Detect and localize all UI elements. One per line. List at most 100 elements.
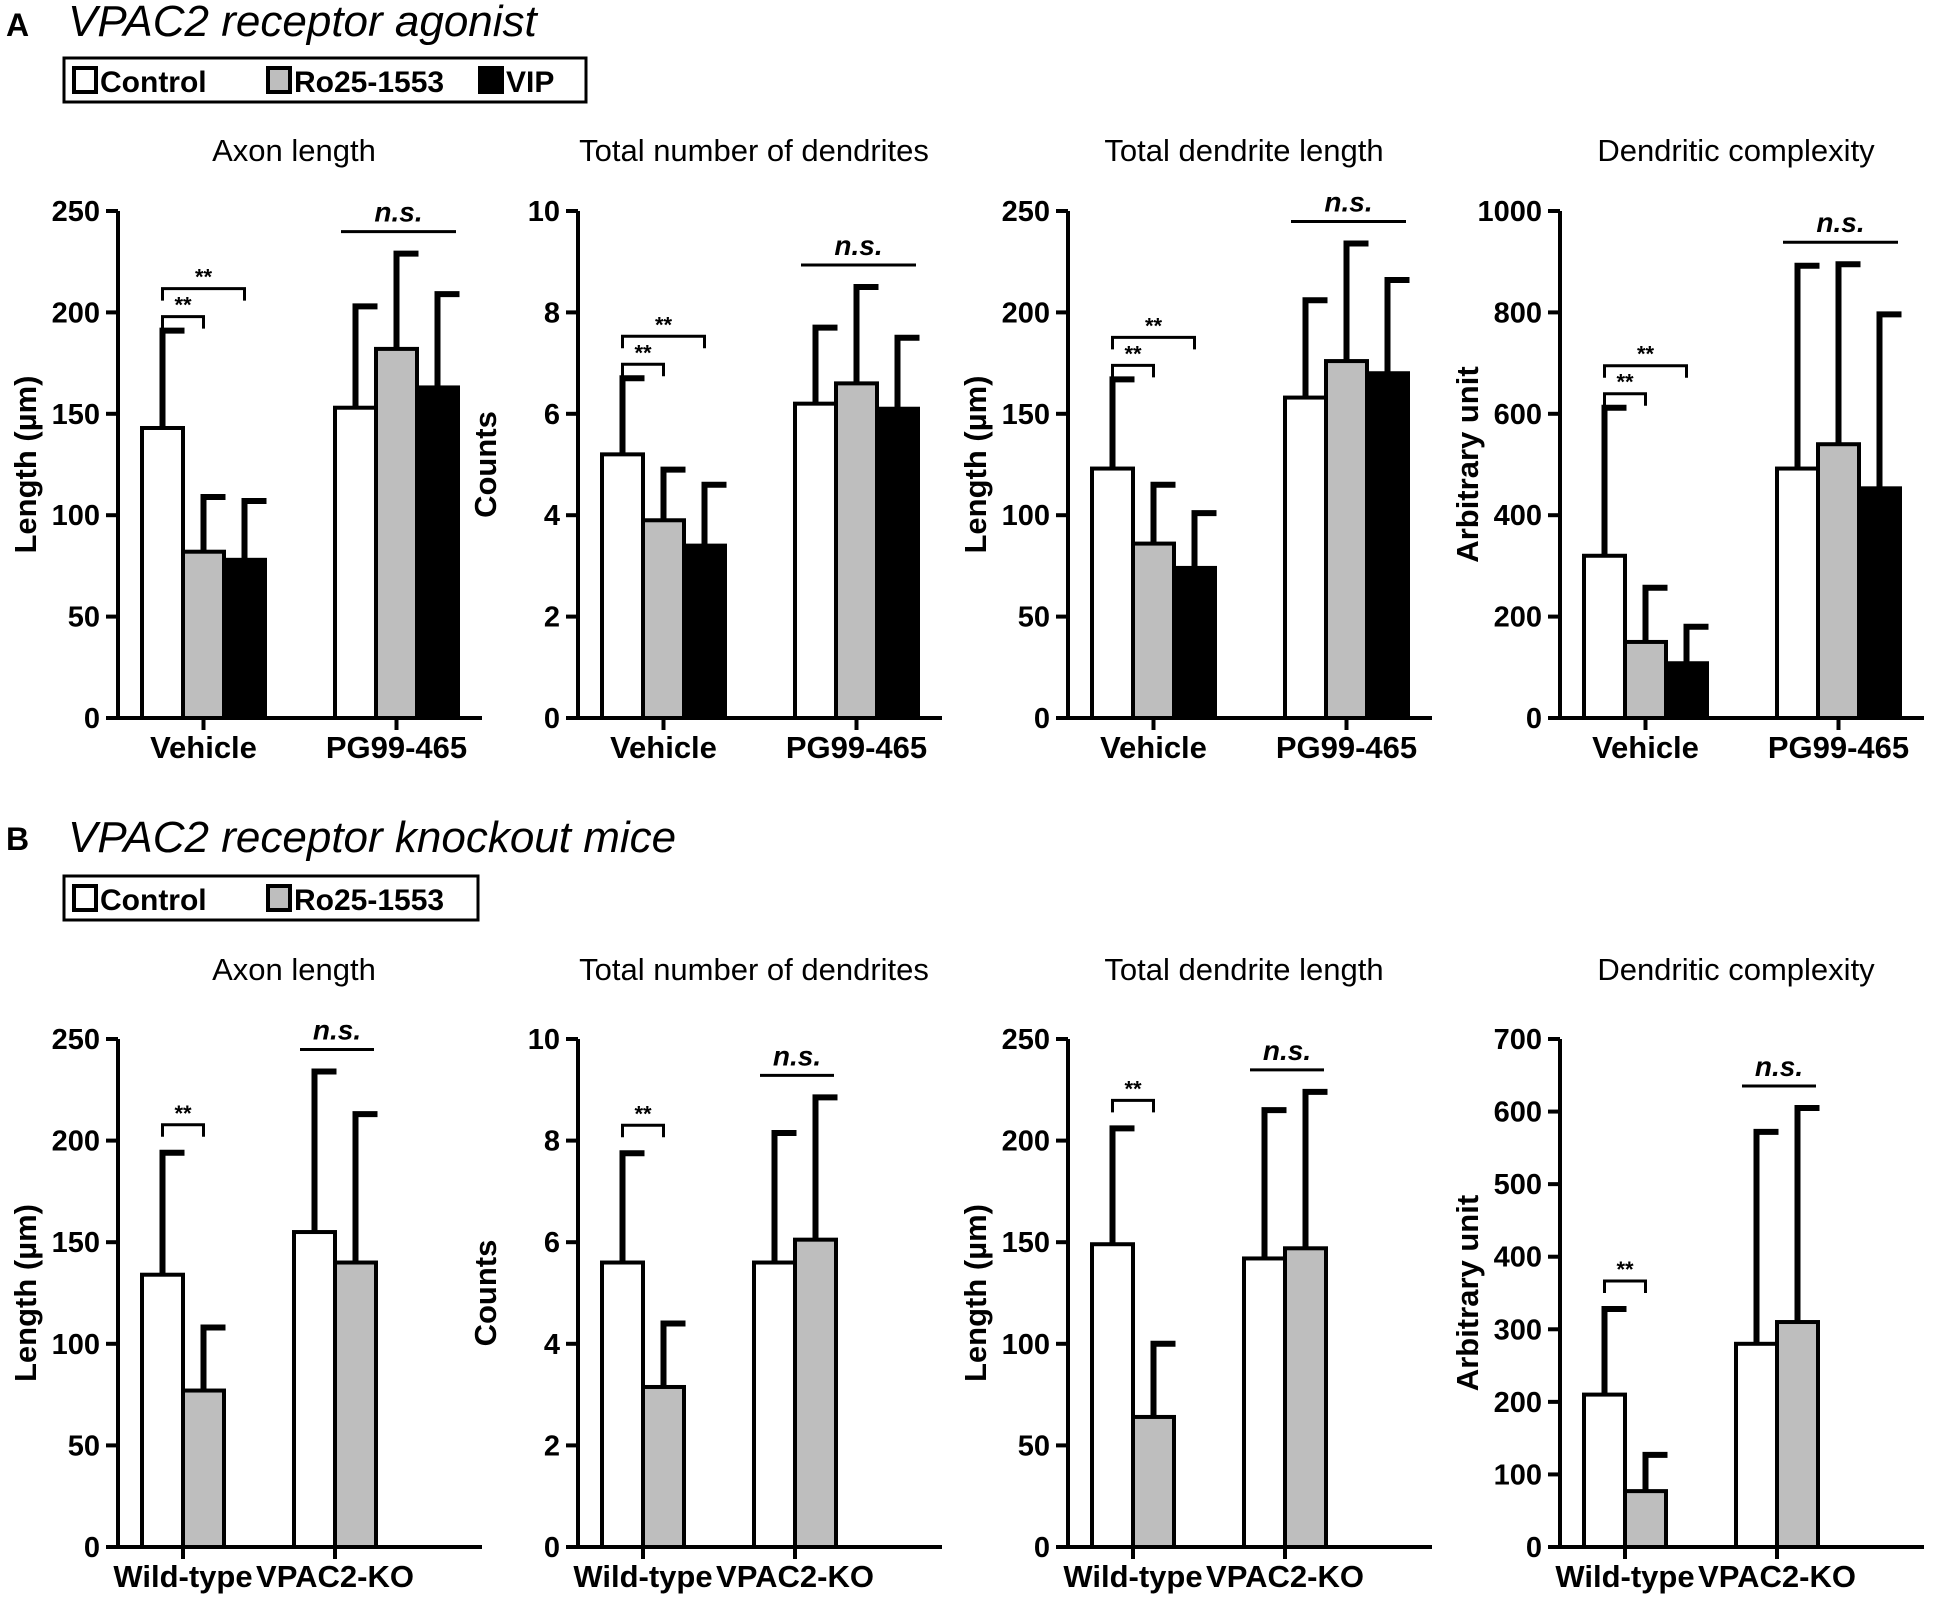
bar xyxy=(1582,553,1627,721)
legend-label-ro25-1553: Ro25-1553 xyxy=(294,884,444,917)
bar xyxy=(1324,359,1369,720)
x-tick-label: Vehicle xyxy=(1100,730,1207,765)
significance-bracket xyxy=(1111,363,1155,378)
bar xyxy=(140,425,185,720)
y-tick-label: 100 xyxy=(52,1329,100,1361)
significance-label: ** xyxy=(1616,370,1634,395)
y-tick-label: 400 xyxy=(1494,500,1542,532)
y-tick-label: 0 xyxy=(84,1532,100,1564)
bar xyxy=(793,401,838,720)
y-tick-label: 100 xyxy=(1494,1459,1542,1491)
legend-label-ro25-1553: Ro25-1553 xyxy=(294,66,444,99)
bar xyxy=(374,346,419,720)
significance-bracket xyxy=(621,1123,665,1138)
ns-label: n.s. xyxy=(1263,1035,1311,1066)
y-axis-label: Length (µm) xyxy=(8,376,43,554)
y-tick-label: 300 xyxy=(1494,1314,1542,1346)
chart-axon-length-a: Axon length Length (µm) 0 50 100 150 200 250 Veh… xyxy=(8,133,482,765)
y-tick-label: 100 xyxy=(52,500,100,532)
bar xyxy=(333,1260,378,1550)
y-tick-label: 400 xyxy=(1494,1242,1542,1274)
y-tick-label: 150 xyxy=(1002,1227,1050,1259)
legend-swatch-vip xyxy=(478,66,504,94)
legend-label-vip: VIP xyxy=(506,66,554,99)
y-tick-label: 50 xyxy=(1018,602,1050,634)
significance-label: ** xyxy=(634,1101,652,1126)
y-tick-label: 4 xyxy=(544,1329,560,1361)
bar xyxy=(600,452,645,720)
chart-dendrite-length-a: Total dendrite length Length (µm) 0 50 100 15… xyxy=(958,133,1432,765)
x-tick-label: Vehicle xyxy=(610,730,717,765)
bar xyxy=(793,1237,838,1550)
significance-label: ** xyxy=(1637,342,1655,367)
x-tick-label: VPAC2-KO xyxy=(1698,1559,1856,1594)
significance-bracket xyxy=(621,362,665,377)
significance-label: ** xyxy=(1124,1076,1142,1101)
panel-b-title: VPAC2 receptor knockout mice xyxy=(68,813,676,862)
ns-label: n.s. xyxy=(1324,186,1372,217)
bar xyxy=(600,1260,645,1550)
bar xyxy=(1582,1392,1627,1549)
bar xyxy=(641,1384,686,1549)
x-tick-label: Vehicle xyxy=(150,730,257,765)
significance-label: ** xyxy=(174,293,192,318)
y-tick-label: 800 xyxy=(1494,297,1542,329)
y-tick-label: 200 xyxy=(1494,1387,1542,1419)
chart-dendritic-complexity-a: Dendritic complexity Arbitrary unit 0 200 40… xyxy=(1450,133,1924,765)
significance-label: ** xyxy=(655,312,673,337)
ns-label: n.s. xyxy=(1755,1051,1803,1082)
panel-a-title: VPAC2 receptor agonist xyxy=(68,0,539,46)
bar xyxy=(222,557,267,720)
significance-label: ** xyxy=(1616,1257,1634,1282)
chart-title: Axon length xyxy=(212,952,376,987)
panel-a-header: A VPAC2 receptor agonist xyxy=(6,0,539,46)
y-tick-label: 600 xyxy=(1494,399,1542,431)
y-tick-label: 200 xyxy=(52,1126,100,1158)
y-axis-label: Counts xyxy=(468,1240,503,1347)
bar xyxy=(1857,486,1902,721)
significance-bracket xyxy=(621,334,706,349)
y-tick-label: 200 xyxy=(1494,602,1542,634)
bar xyxy=(641,518,686,721)
y-tick-label: 100 xyxy=(1002,500,1050,532)
chart-title: Total number of dendrites xyxy=(579,133,929,168)
y-tick-label: 6 xyxy=(544,1227,560,1259)
y-axis-label: Arbitrary unit xyxy=(1450,366,1485,562)
bar xyxy=(181,1388,226,1550)
bar xyxy=(1365,371,1410,720)
chart-dendrite-length-b: Total dendrite length Length (µm) 0 50 100 15… xyxy=(958,952,1432,1594)
y-tick-label: 0 xyxy=(1034,703,1050,735)
x-tick-label: Wild-type xyxy=(1063,1559,1202,1594)
y-axis-label: Arbitrary unit xyxy=(1450,1195,1485,1391)
ns-label: n.s. xyxy=(1816,207,1864,238)
ns-label: n.s. xyxy=(834,230,882,261)
bar xyxy=(1623,1489,1668,1549)
y-tick-label: 8 xyxy=(544,297,560,329)
bar xyxy=(834,381,879,720)
y-tick-label: 50 xyxy=(68,602,100,634)
significance-bracket xyxy=(1603,1279,1647,1293)
x-tick-label: VPAC2-KO xyxy=(256,1559,414,1594)
legend-swatch-control xyxy=(72,66,98,94)
panel-b-legend: Control Ro25-1553 xyxy=(62,874,480,922)
y-tick-label: 0 xyxy=(1034,1532,1050,1564)
significance-bracket xyxy=(1111,335,1196,350)
y-tick-label: 2 xyxy=(544,602,560,634)
y-tick-label: 500 xyxy=(1494,1169,1542,1201)
y-tick-label: 0 xyxy=(1526,703,1542,735)
legend-swatch-control xyxy=(72,884,98,912)
x-tick-label: Wild-type xyxy=(1555,1559,1694,1594)
y-tick-label: 1000 xyxy=(1477,196,1542,228)
bar xyxy=(1283,395,1328,720)
chart-title: Total dendrite length xyxy=(1104,952,1383,987)
x-tick-label: Wild-type xyxy=(113,1559,252,1594)
chart-dendrite-count-a: Total number of dendrites Counts 0 2 4 6 8 10 Ve… xyxy=(468,133,942,765)
bar xyxy=(1090,1242,1135,1550)
bar xyxy=(415,385,460,720)
bar xyxy=(1131,1414,1176,1550)
x-tick-label: Vehicle xyxy=(1592,730,1699,765)
y-tick-label: 2 xyxy=(544,1430,560,1462)
y-tick-label: 600 xyxy=(1494,1097,1542,1129)
chart-title: Dendritic complexity xyxy=(1597,952,1875,987)
significance-bracket xyxy=(1111,1098,1155,1113)
